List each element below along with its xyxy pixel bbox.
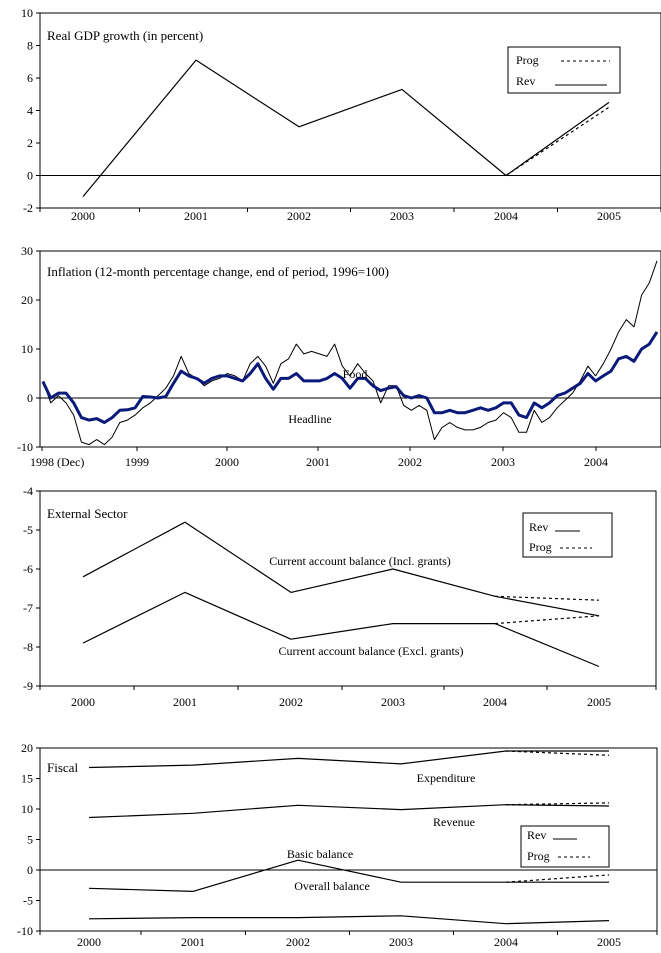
y-tick-label: -9: [23, 679, 33, 693]
y-tick-label: -5: [23, 523, 33, 537]
series-annotation: Current account balance (Incl. grants): [269, 554, 451, 568]
y-tick-label: -10: [17, 440, 33, 454]
plot-frame: [39, 250, 661, 448]
chart-title: Real GDP growth (in percent): [47, 28, 203, 43]
chart-panel-3: [36, 490, 657, 690]
chart-title: Fiscal: [47, 760, 78, 775]
series-line-current-account-balance-incl-grants-: [82, 521, 600, 617]
y-tick-label: -4: [23, 484, 33, 498]
x-tick-label: 2003: [491, 455, 515, 469]
y-tick-label: -10: [17, 924, 33, 938]
x-tick-label: 2000: [77, 935, 101, 949]
y-tick-label: 10: [21, 342, 33, 356]
series-annotation: Expenditure: [417, 771, 476, 785]
x-tick-label: 1998 (Dec): [30, 455, 84, 469]
series-annotation: Headline: [288, 412, 331, 426]
legend-box: [520, 825, 610, 868]
x-tick-label: 2005: [587, 695, 611, 709]
x-tick-label: 2001: [173, 695, 197, 709]
legend-label: Prog: [529, 540, 552, 554]
y-tick-label: 0: [27, 863, 33, 877]
chart-title: Inflation (12-month percentage change, e…: [47, 264, 389, 279]
legend-label: Rev: [527, 828, 546, 842]
x-tick-label: 2002: [398, 455, 422, 469]
chart-panel-4: [36, 747, 658, 935]
series-annotation: Current account balance (Excl. grants): [279, 644, 464, 658]
y-tick-label: 20: [21, 741, 33, 755]
x-tick-label: 2004: [483, 695, 507, 709]
y-tick-label: 0: [27, 391, 33, 405]
y-tick-label: -7: [23, 601, 33, 615]
y-tick-label: 0: [27, 169, 33, 183]
series-line-food: [42, 260, 658, 446]
y-tick-label: 20: [21, 293, 33, 307]
y-tick-label: 10: [21, 802, 33, 816]
series-line-prog: [505, 750, 610, 756]
series-line-prog: [505, 874, 610, 883]
x-tick-label: 2004: [584, 455, 608, 469]
chart-title: External Sector: [47, 506, 128, 521]
plot-frame: [39, 490, 657, 687]
x-tick-label: 2001: [306, 455, 330, 469]
x-tick-label: 2004: [494, 935, 518, 949]
y-tick-label: -6: [23, 562, 33, 576]
x-tick-label: 2003: [390, 209, 414, 223]
x-tick-label: 2003: [389, 935, 413, 949]
series-line-overall-balance: [88, 915, 610, 925]
series-line-rev: [82, 59, 610, 197]
y-tick-label: 30: [21, 244, 33, 258]
x-tick-label: 2002: [287, 209, 311, 223]
series-line-prog: [505, 802, 610, 806]
y-tick-label: 10: [21, 6, 33, 20]
legend-label: Prog: [516, 53, 539, 67]
series-line-expenditure: [88, 750, 609, 769]
y-tick-label: 6: [27, 71, 33, 85]
x-tick-label: 2001: [181, 935, 205, 949]
series-line-basic-balance: [88, 859, 609, 893]
series-line-prog: [494, 615, 600, 625]
series-line-revenue: [88, 804, 610, 819]
series-annotation: Revenue: [433, 815, 475, 829]
x-tick-label: 2002: [279, 695, 303, 709]
y-tick-label: 4: [27, 104, 33, 118]
y-tick-label: 8: [27, 39, 33, 53]
series-line-headline: [41, 331, 659, 424]
x-tick-label: 2005: [597, 209, 621, 223]
series-line-prog: [494, 595, 600, 601]
y-tick-label: 2: [27, 136, 33, 150]
chart-panel-1: [36, 12, 661, 212]
series-line-current-account-balance-excl-grants-: [82, 591, 600, 668]
y-tick-label: -8: [23, 640, 33, 654]
y-tick-label: -5: [23, 894, 33, 908]
chart-panel-2: [36, 250, 661, 451]
x-tick-label: 2004: [494, 209, 518, 223]
x-tick-label: 2002: [286, 935, 310, 949]
series-annotation: Basic balance: [287, 847, 353, 861]
x-tick-label: 2001: [184, 209, 208, 223]
y-tick-label: 5: [27, 833, 33, 847]
x-tick-label: 2000: [71, 695, 95, 709]
legend-label: Prog: [527, 849, 550, 863]
x-tick-label: 2000: [71, 209, 95, 223]
series-line-prog: [505, 106, 610, 177]
series-annotation: Overall balance: [294, 879, 370, 893]
x-tick-label: 1999: [125, 455, 149, 469]
y-tick-label: -2: [23, 201, 33, 215]
legend-label: Rev: [529, 520, 548, 534]
legend-label: Rev: [516, 74, 535, 88]
y-tick-label: 15: [21, 772, 33, 786]
series-annotation: Food: [343, 367, 368, 381]
x-tick-label: 2003: [381, 695, 405, 709]
x-tick-label: 2005: [597, 935, 621, 949]
x-tick-label: 2000: [215, 455, 239, 469]
legend-box: [522, 512, 613, 558]
